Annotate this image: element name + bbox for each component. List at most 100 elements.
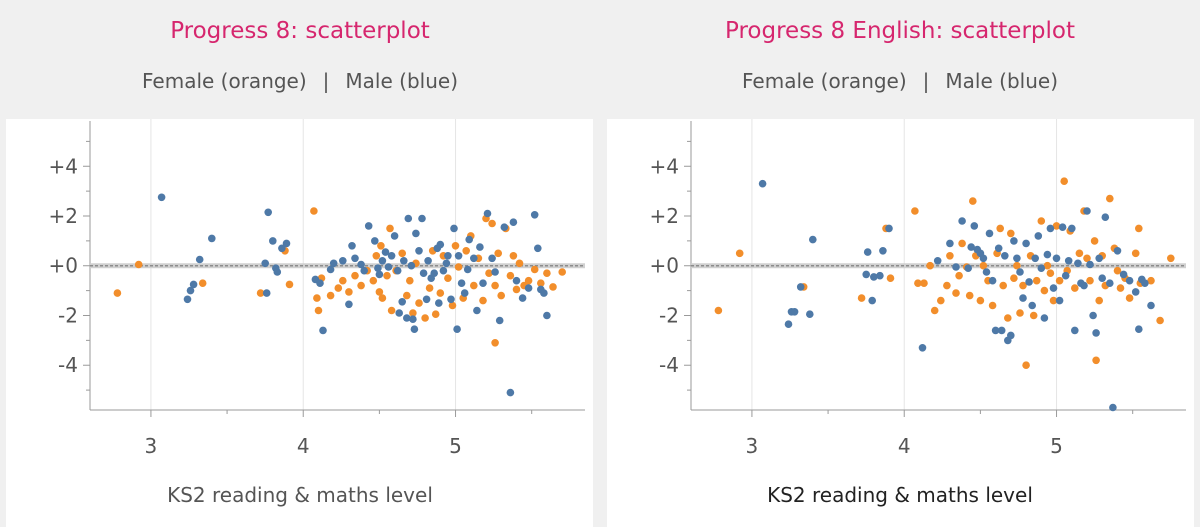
female-point	[398, 249, 407, 258]
female-point	[1090, 237, 1099, 245]
female-point	[515, 259, 524, 268]
female-point	[1083, 254, 1091, 263]
female-point	[937, 296, 945, 305]
male-point	[1040, 314, 1049, 322]
male-point	[534, 244, 542, 253]
female-point	[1125, 294, 1134, 302]
male-point	[1141, 279, 1149, 287]
female-point	[1052, 222, 1061, 230]
male-point	[390, 232, 399, 240]
male-point	[1001, 252, 1009, 260]
male-point	[479, 279, 487, 287]
female-point	[1029, 311, 1038, 320]
female-point	[1055, 276, 1064, 285]
male-point	[918, 344, 927, 352]
female-point	[530, 265, 539, 274]
male-point	[1028, 301, 1036, 310]
male-point	[465, 235, 474, 244]
female-point	[448, 301, 457, 310]
male-point	[262, 289, 271, 297]
male-point	[1095, 254, 1103, 263]
male-point	[316, 279, 324, 287]
female-point	[313, 294, 321, 302]
x-tick-label: 4	[898, 434, 911, 458]
female-point	[952, 289, 960, 297]
female-point	[436, 289, 445, 297]
male-point	[1109, 403, 1117, 412]
male-point	[1058, 223, 1067, 231]
male-point	[1061, 271, 1070, 280]
male-point	[964, 264, 972, 272]
female-point	[1037, 217, 1046, 225]
female-point	[113, 289, 122, 297]
male-point	[1135, 325, 1143, 333]
female-point	[1113, 266, 1122, 275]
male-point	[326, 265, 335, 274]
male-point	[398, 298, 407, 306]
male-point	[970, 222, 979, 230]
male-point	[806, 310, 814, 318]
female-point	[506, 271, 515, 280]
series-male	[157, 193, 551, 397]
male-point	[952, 263, 960, 271]
female-point	[387, 306, 396, 315]
chart-title: Progress 8 English: scatterplot	[725, 18, 1075, 44]
female-point	[1013, 261, 1021, 270]
male-point	[442, 259, 451, 268]
male-point	[430, 269, 439, 277]
female-point	[1032, 276, 1041, 285]
male-point	[409, 315, 417, 323]
female-point	[345, 288, 353, 296]
female-point	[1004, 314, 1012, 322]
female-point	[1040, 286, 1049, 295]
x-tick-label: 3	[145, 434, 158, 458]
male-point	[1022, 239, 1030, 248]
male-point	[208, 234, 216, 243]
male-point	[933, 257, 942, 265]
male-point	[439, 266, 448, 275]
male-point	[530, 211, 539, 219]
chart-subtitle: Female (orange) | Male (blue)	[0, 69, 600, 93]
male-point	[863, 248, 872, 256]
male-point	[796, 283, 805, 291]
male-point	[491, 268, 499, 276]
female-point	[996, 224, 1004, 233]
male-point	[967, 243, 975, 251]
female-point	[886, 274, 895, 282]
female-point	[431, 310, 440, 318]
male-point	[384, 263, 393, 271]
chart-subtitle: Female (orange) | Male (blue)	[600, 69, 1200, 93]
female-point	[314, 306, 323, 315]
legend-male: Male (blue)	[945, 69, 1058, 93]
female-point	[256, 289, 265, 297]
female-point	[377, 242, 385, 250]
female-point	[326, 291, 335, 300]
male-point	[345, 300, 353, 309]
female-point	[930, 306, 939, 315]
male-point	[1086, 260, 1094, 269]
female-point	[491, 339, 499, 347]
male-point	[375, 270, 384, 279]
male-point	[758, 179, 767, 188]
male-point	[410, 325, 419, 333]
female-point	[735, 249, 744, 258]
male-point	[453, 325, 461, 333]
female-point	[334, 284, 343, 292]
legend-separator: |	[922, 69, 930, 93]
male-point	[436, 240, 445, 249]
female-point	[1016, 309, 1024, 317]
male-point	[958, 217, 966, 225]
female-point	[339, 276, 347, 285]
female-point	[714, 306, 723, 315]
male-point	[1034, 232, 1043, 240]
female-point	[415, 299, 423, 307]
male-point	[319, 326, 327, 335]
male-point	[269, 237, 277, 245]
male-point	[1074, 259, 1082, 268]
male-point	[1098, 274, 1106, 282]
male-point	[509, 218, 518, 226]
male-point	[378, 257, 387, 265]
female-point	[1167, 254, 1175, 263]
female-point	[310, 207, 318, 215]
male-point	[495, 316, 504, 325]
